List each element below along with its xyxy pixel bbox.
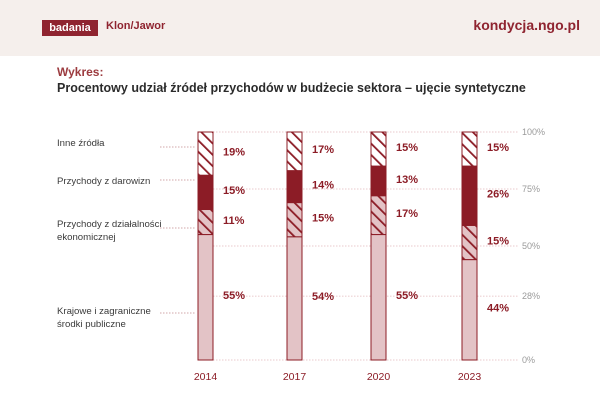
svg-text:15%: 15% <box>396 142 418 154</box>
svg-text:55%: 55% <box>396 290 418 302</box>
svg-text:15%: 15% <box>487 235 509 247</box>
svg-text:17%: 17% <box>312 144 334 156</box>
svg-text:50%: 50% <box>522 241 540 251</box>
svg-text:17%: 17% <box>396 208 418 220</box>
svg-text:2017: 2017 <box>283 371 307 383</box>
svg-text:2023: 2023 <box>458 371 482 383</box>
svg-text:44%: 44% <box>487 303 509 315</box>
svg-text:2020: 2020 <box>367 371 391 383</box>
svg-text:19%: 19% <box>223 146 245 158</box>
svg-text:55%: 55% <box>223 290 245 302</box>
svg-text:28%: 28% <box>522 291 540 301</box>
svg-text:15%: 15% <box>312 213 334 225</box>
svg-text:13%: 13% <box>396 174 418 186</box>
svg-text:26%: 26% <box>487 189 509 201</box>
svg-text:14%: 14% <box>312 180 334 192</box>
svg-text:54%: 54% <box>312 291 334 303</box>
svg-text:100%: 100% <box>522 127 545 137</box>
svg-text:75%: 75% <box>522 184 540 194</box>
svg-text:11%: 11% <box>223 215 245 227</box>
svg-text:15%: 15% <box>487 142 509 154</box>
svg-text:2014: 2014 <box>194 371 218 383</box>
svg-text:0%: 0% <box>522 355 535 365</box>
svg-text:15%: 15% <box>223 185 245 197</box>
